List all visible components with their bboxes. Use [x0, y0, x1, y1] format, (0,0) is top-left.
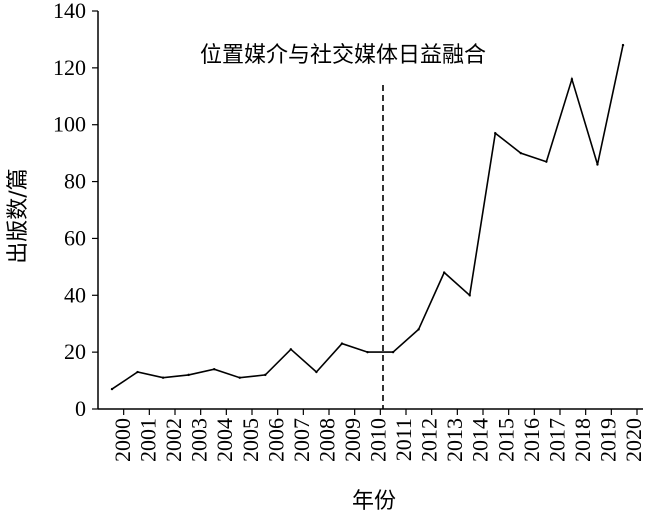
data-point-2005 [238, 376, 241, 379]
data-point-2011 [391, 350, 395, 354]
data-point-2001 [136, 370, 139, 374]
data-point-2014 [468, 294, 471, 297]
y-axis-ticks: 0 20 40 60 80 100 120 140 [53, 0, 98, 421]
x-tick-label: 2019 [595, 418, 620, 462]
data-point-2018 [570, 78, 574, 81]
annotation-label: 位置媒介与社交媒体日益融合 [200, 43, 486, 68]
y-tick-label: 100 [53, 112, 86, 137]
x-tick-label: 2009 [340, 418, 365, 462]
data-point-2015 [494, 132, 497, 135]
x-tick-label: 2018 [570, 418, 595, 462]
data-point-2003 [187, 373, 190, 377]
x-tick-label: 2004 [212, 418, 237, 462]
x-tick-label: 2003 [187, 418, 212, 462]
data-point-2019 [596, 163, 599, 166]
x-tick-label: 2002 [161, 418, 186, 462]
y-tick-label: 60 [64, 225, 86, 250]
data-point-2016 [519, 151, 522, 155]
x-tick-label: 2007 [289, 418, 314, 462]
x-tick-label: 2020 [621, 418, 646, 462]
y-tick-label: 20 [64, 339, 86, 364]
series-points [110, 43, 625, 391]
data-point-2020 [621, 43, 625, 47]
y-axis-title: 出版数/篇 [6, 168, 31, 263]
y-tick-label: 40 [64, 282, 86, 307]
x-tick-label: 2010 [366, 418, 391, 462]
x-tick-label: 2001 [136, 418, 161, 462]
x-tick-label: 2013 [442, 418, 467, 462]
data-point-2000 [110, 387, 114, 391]
x-tick-label: 2015 [493, 418, 518, 462]
y-tick-label: 0 [75, 396, 86, 421]
data-point-2010 [366, 350, 369, 354]
data-point-2017 [545, 160, 548, 163]
data-point-2008 [315, 370, 318, 374]
x-tick-label: 2000 [110, 418, 135, 462]
x-tick-label: 2006 [263, 418, 288, 462]
x-tick-label: 2008 [314, 418, 339, 462]
data-point-2009 [340, 342, 344, 345]
x-tick-label: 2005 [238, 418, 263, 462]
x-tick-label: 2016 [519, 418, 544, 462]
x-tick-label: 2014 [468, 418, 493, 462]
x-axis-ticks: 2000 2001 2002 2003 2004 2005 2006 2007 2008 2009… [110, 409, 646, 462]
data-point-2007 [289, 348, 293, 351]
x-axis-title: 年份 [352, 489, 396, 514]
series-line-publications [111, 44, 624, 390]
data-point-2012 [417, 328, 420, 331]
y-tick-label: 80 [64, 169, 86, 194]
y-tick-label: 120 [53, 55, 86, 80]
data-point-2006 [264, 373, 267, 377]
x-tick-label: 2011 [391, 418, 416, 461]
y-tick-label: 140 [53, 0, 86, 23]
data-point-2002 [161, 376, 165, 379]
x-tick-label: 2017 [544, 418, 569, 462]
data-point-2013 [442, 271, 446, 274]
x-tick-label: 2012 [417, 418, 442, 462]
data-point-2004 [213, 368, 216, 371]
